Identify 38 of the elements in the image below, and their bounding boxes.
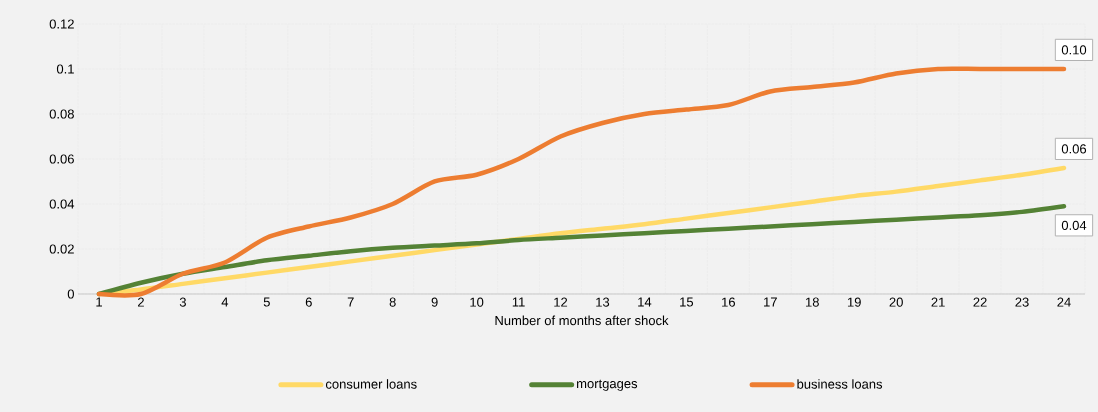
x-tick-label: 24 bbox=[1057, 297, 1071, 307]
y-tick-label: 0.06 bbox=[49, 154, 74, 164]
x-tick-label: 12 bbox=[554, 297, 568, 307]
x-tick-label: 2 bbox=[138, 297, 144, 307]
legend-label: mortgages bbox=[577, 379, 638, 391]
x-tick-label: 1 bbox=[96, 297, 102, 307]
legend-label: business loans bbox=[797, 379, 883, 389]
x-tick-label: 15 bbox=[680, 297, 694, 307]
x-tick-label: 4 bbox=[221, 297, 229, 307]
x-tick-label: 17 bbox=[764, 297, 777, 307]
y-tick-label: 0.12 bbox=[49, 19, 74, 29]
x-tick-label: 8 bbox=[389, 297, 396, 307]
x-tick-label: 18 bbox=[806, 297, 819, 307]
x-tick-label: 23 bbox=[1015, 297, 1029, 307]
x-tick-label: 10 bbox=[470, 297, 484, 307]
y-tick-label: 0.08 bbox=[49, 109, 74, 119]
x-axis-title: Number of months after shock bbox=[495, 315, 669, 326]
x-tick-label: 22 bbox=[973, 297, 987, 307]
y-tick-label: 0 bbox=[67, 289, 74, 299]
x-tick-label: 20 bbox=[889, 297, 903, 307]
x-tick-label: 7 bbox=[347, 297, 354, 307]
x-tick-label: 13 bbox=[596, 297, 610, 307]
data-label: 0.04 bbox=[1061, 220, 1087, 230]
x-tick-label: 21 bbox=[931, 297, 945, 307]
x-tick-label: 9 bbox=[431, 297, 438, 307]
x-tick-label: 6 bbox=[305, 297, 312, 307]
y-tick-label: 0.04 bbox=[49, 199, 75, 209]
x-tick-label: 3 bbox=[179, 297, 186, 307]
x-tick-label: 11 bbox=[512, 297, 525, 307]
x-tick-label: 16 bbox=[722, 297, 735, 307]
data-label: 0.10 bbox=[1061, 45, 1087, 55]
y-tick-label: 0.1 bbox=[56, 64, 74, 74]
legend-label: consumer loans bbox=[325, 379, 417, 389]
y-tick-label: 0.02 bbox=[49, 244, 74, 254]
data-label: 0.06 bbox=[1061, 144, 1087, 154]
x-tick-label: 19 bbox=[847, 297, 861, 307]
x-tick-label: 5 bbox=[263, 297, 270, 307]
x-tick-label: 14 bbox=[638, 297, 652, 307]
